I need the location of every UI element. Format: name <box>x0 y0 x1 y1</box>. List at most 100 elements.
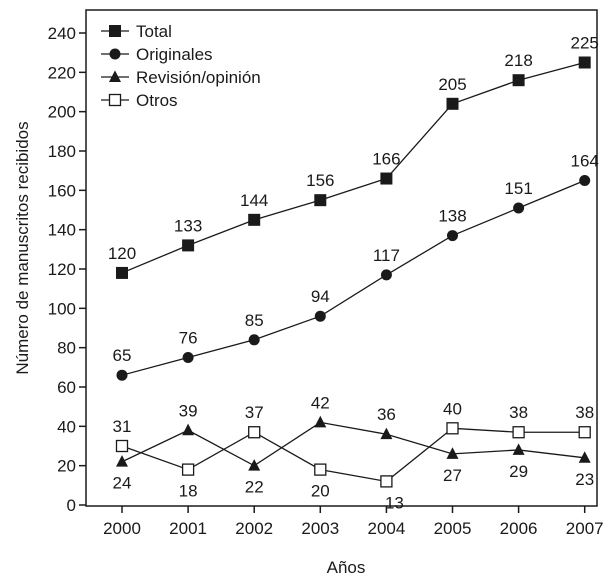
legend-item-originales: Originales <box>101 45 213 64</box>
data-labels: 120 133 144 156 166 205 218 225 65 76 85 94 117 138 15… <box>108 34 599 513</box>
data-label-otros: 38 <box>509 403 528 422</box>
y-tick-label: 220 <box>48 63 76 82</box>
data-point-originales <box>513 202 525 214</box>
data-point-revisi-n-opini-n <box>380 427 393 440</box>
data-point-total <box>182 239 195 252</box>
data-point-originales <box>182 352 194 363</box>
y-tick-label: 240 <box>48 24 76 43</box>
series-total <box>116 56 591 279</box>
y-tick-label: 20 <box>57 457 76 476</box>
data-point-otros <box>446 422 459 435</box>
data-label-revisi-n-opini-n: 24 <box>113 474 132 493</box>
legend-label-otros: Otros <box>136 91 178 110</box>
data-label-otros: 18 <box>179 482 198 501</box>
y-axis-title: Número de manuscritos recibidos <box>13 121 32 374</box>
y-tick-label: 60 <box>57 378 76 397</box>
legend: Total Originales Revisión/opinión Otros <box>101 22 261 110</box>
data-label-total: 205 <box>438 75 466 94</box>
data-label-revisi-n-opini-n: 22 <box>245 478 264 497</box>
data-label-total: 144 <box>240 191 268 210</box>
data-point-total <box>446 97 459 110</box>
data-label-originales: 138 <box>438 207 466 226</box>
data-label-otros: 31 <box>113 417 132 436</box>
data-point-originales <box>314 310 326 322</box>
legend-label-originales: Originales <box>136 45 213 64</box>
y-tick-label: 80 <box>57 339 76 358</box>
data-point-revisi-n-opini-n <box>116 455 128 467</box>
data-point-revisi-n-opini-n <box>578 451 591 463</box>
data-label-revisi-n-opini-n: 39 <box>179 401 198 420</box>
data-point-originales <box>579 175 591 186</box>
legend-marker-total <box>109 25 121 37</box>
data-label-revisi-n-opini-n: 23 <box>575 470 594 489</box>
data-point-otros <box>181 463 195 476</box>
data-label-total: 133 <box>174 216 202 235</box>
data-label-otros: 13 <box>385 493 404 512</box>
data-label-total: 166 <box>372 150 400 169</box>
data-label-otros: 37 <box>245 403 264 422</box>
data-label-otros: 40 <box>443 399 462 418</box>
x-tick-label: 2002 <box>235 519 273 538</box>
series-otros <box>115 422 591 488</box>
data-label-originales: 76 <box>179 329 198 348</box>
legend-label-revisi-n-opini-n: Revisión/opinión <box>136 68 261 87</box>
data-point-originales <box>447 230 458 242</box>
y-tick-label: 40 <box>57 417 76 436</box>
data-label-originales: 65 <box>113 346 132 365</box>
x-tick-label: 2000 <box>103 519 141 538</box>
legend-item-total: Total <box>101 22 172 41</box>
data-point-otros <box>380 475 393 488</box>
data-label-originales: 94 <box>311 287 330 306</box>
x-tick-label: 2004 <box>367 519 405 538</box>
data-point-total <box>314 194 327 207</box>
data-label-total: 225 <box>571 34 599 53</box>
legend-marker-originales <box>109 48 121 60</box>
y-tick-label: 0 <box>67 496 76 515</box>
data-point-revisi-n-opini-n <box>446 447 459 459</box>
y-tick-label: 200 <box>48 103 76 122</box>
y-tick-label: 180 <box>48 142 76 161</box>
y-tick-label: 140 <box>48 221 76 240</box>
series-revisi-n-opini-n <box>116 415 591 471</box>
data-point-total <box>248 213 261 226</box>
data-point-revisi-n-opini-n <box>512 443 525 455</box>
data-label-originales: 117 <box>373 246 400 265</box>
data-label-total: 120 <box>108 244 136 263</box>
data-point-otros <box>314 463 327 476</box>
data-point-originales <box>116 369 128 381</box>
x-tick-label: 2007 <box>566 519 604 538</box>
data-point-originales <box>380 269 392 281</box>
series-layer <box>115 56 591 488</box>
x-tick-label: 2005 <box>434 519 472 538</box>
y-tick-label: 160 <box>48 181 76 200</box>
data-point-revisi-n-opini-n <box>248 459 261 471</box>
series-line-revisi-n-opini-n <box>121 421 585 467</box>
series-originales <box>116 175 591 381</box>
series-line-otros <box>121 427 585 483</box>
data-point-total <box>512 74 525 87</box>
data-point-originales <box>248 334 260 346</box>
x-tick-label: 2006 <box>500 519 538 538</box>
data-label-originales: 164 <box>571 152 599 171</box>
x-tick-label: 2003 <box>301 519 339 538</box>
legend-item-otros: Otros <box>101 91 178 110</box>
data-point-otros <box>578 426 591 439</box>
x-axis-title: Años <box>327 558 366 577</box>
data-point-total <box>380 172 393 185</box>
legend-marker-revisi-n-opini-n <box>109 70 121 82</box>
data-label-revisi-n-opini-n: 29 <box>509 462 528 481</box>
data-label-revisi-n-opini-n: 36 <box>377 405 396 424</box>
data-point-revisi-n-opini-n <box>314 415 327 428</box>
plot-frame <box>85 9 598 507</box>
legend-item-revisi-n-opini-n: Revisión/opinión <box>101 68 261 87</box>
data-point-total <box>578 56 591 69</box>
y-tick-label: 100 <box>48 299 76 318</box>
data-label-revisi-n-opini-n: 42 <box>311 393 330 412</box>
axes: 0 20 40 60 80 100 120 140 160 180 200 220 240 2000 200… <box>48 9 604 538</box>
x-tick-label: 2001 <box>169 519 207 538</box>
legend-label-total: Total <box>136 22 172 41</box>
legend-marker-otros <box>108 93 122 107</box>
data-label-originales: 85 <box>245 311 264 330</box>
data-label-originales: 151 <box>504 179 532 198</box>
